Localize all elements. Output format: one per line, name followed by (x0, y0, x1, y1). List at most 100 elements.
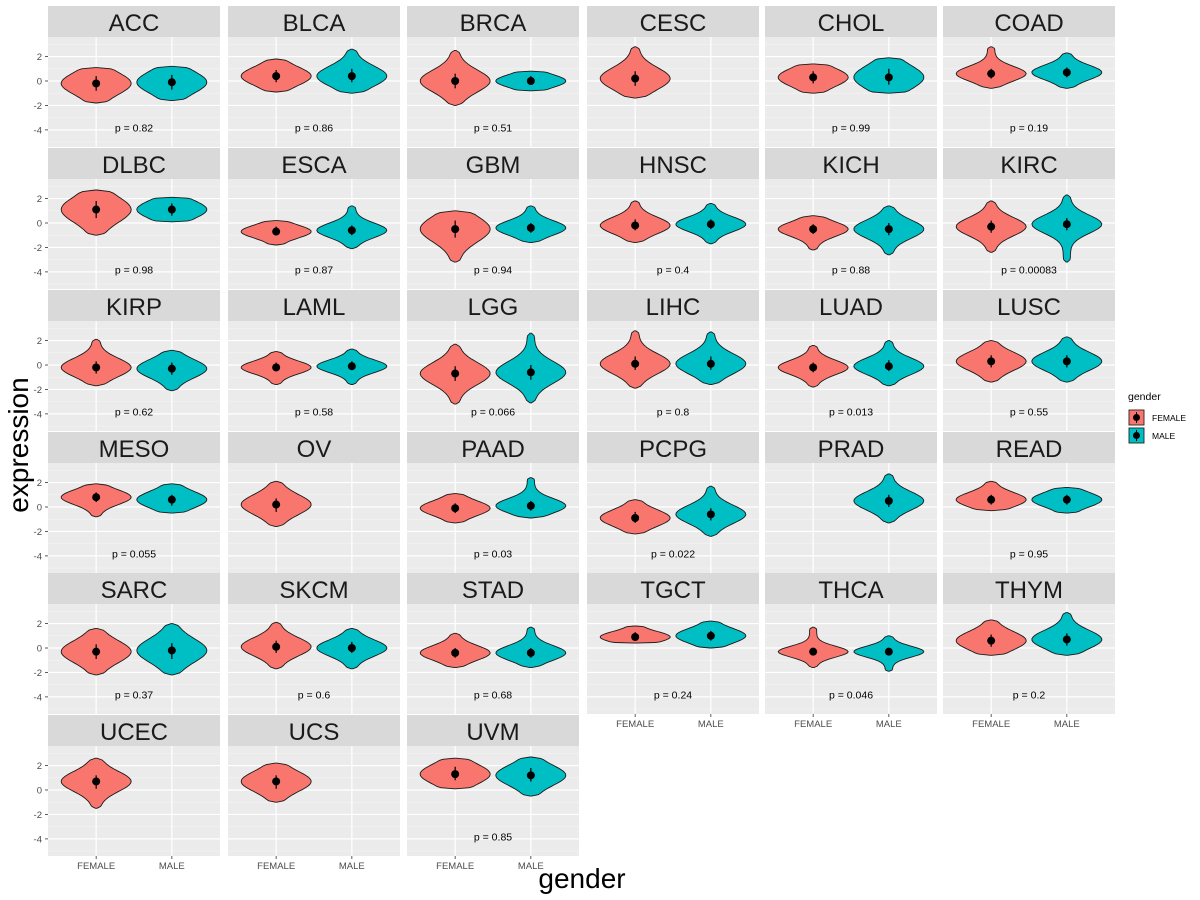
median-point (631, 74, 640, 83)
facet-strip (228, 715, 400, 746)
facet-title: READ (996, 436, 1063, 463)
y-tick-label: 2 (37, 761, 42, 772)
median-point (451, 504, 460, 513)
facet-coad: COAD p = 0.19 (943, 6, 1115, 147)
y-tick-label: 0 (37, 786, 42, 797)
y-tick-label: 0 (37, 644, 42, 655)
y-tick-label: -2 (34, 668, 42, 679)
x-tick-label: FEMALE (972, 719, 1010, 730)
legend-label: FEMALE (1152, 413, 1186, 423)
violin-female (955, 46, 1027, 89)
facet-title: LAML (283, 294, 346, 321)
y-tick-label: -4 (34, 551, 42, 562)
x-tick-label: MALE (518, 861, 544, 872)
y-tick-label: 0 (37, 503, 42, 514)
facet-strip (407, 573, 579, 604)
facet-dlbc: DLBC 2 0 -2 -4 p = 0.98 (34, 148, 220, 289)
facet-panel-bg (228, 321, 400, 431)
facet-kich: KICH p = 0.88 (765, 148, 937, 289)
median-point (631, 514, 640, 522)
facet-strip (228, 432, 400, 463)
facet-ucec: UCEC 2 0 -2 -4 FEMALE MALE (34, 715, 220, 872)
facet-blca: BLCA p = 0.86 (228, 6, 400, 147)
facet-title: UCS (289, 719, 340, 746)
median-point (347, 644, 356, 652)
facet-strip (48, 715, 220, 746)
median-point (526, 223, 535, 232)
p-value-label: p = 0.00083 (1001, 264, 1057, 276)
y-tick-label: -4 (34, 692, 42, 703)
p-value-label: p = 0.055 (112, 548, 156, 560)
facet-title: ESCA (281, 152, 346, 179)
median-point (809, 647, 818, 656)
facet-strip (228, 6, 400, 37)
facet-strip (587, 148, 759, 179)
x-tick-label: FEMALE (616, 719, 654, 730)
facet-panel-bg (765, 463, 937, 573)
facet-strip (587, 6, 759, 37)
facet-cesc: CESC (587, 6, 759, 147)
median-point (167, 78, 176, 87)
facet-panel-bg (587, 321, 759, 431)
median-point (884, 73, 893, 82)
facet-title: UCEC (100, 719, 168, 746)
facet-strip (407, 715, 579, 746)
median-point (451, 770, 460, 779)
median-point (987, 222, 996, 231)
facet-strip (48, 573, 220, 604)
facet-laml: LAML p = 0.58 (228, 290, 400, 431)
x-tick-label: MALE (159, 861, 185, 872)
p-value-label: p = 0.51 (474, 122, 512, 134)
x-tick-label: FEMALE (77, 861, 115, 872)
median-point (92, 363, 101, 372)
median-point (272, 227, 281, 236)
p-value-label: p = 0.88 (832, 264, 870, 276)
y-axis-title: expression (3, 377, 34, 512)
x-tick-label: MALE (1054, 719, 1080, 730)
x-tick-label: FEMALE (257, 861, 295, 872)
legend-title: gender (1128, 391, 1161, 403)
facet-panel-bg (407, 463, 579, 573)
facet-strip (765, 573, 937, 604)
y-tick-label: 0 (37, 77, 42, 88)
median-point (347, 362, 356, 371)
median-point (706, 631, 715, 640)
facet-title: GBM (466, 152, 521, 179)
y-tick-label: 0 (37, 361, 42, 372)
p-value-label: p = 0.24 (654, 689, 692, 701)
facet-title: UVM (466, 719, 519, 746)
legend-item-female: FEMALE (1128, 409, 1186, 426)
facet-stad: STAD p = 0.68 (407, 573, 579, 714)
facet-panel-bg (228, 37, 400, 147)
median-point (451, 648, 460, 657)
median-point (167, 646, 176, 655)
y-tick-label: -4 (34, 409, 42, 420)
y-tick-label: -4 (34, 834, 42, 845)
facet-strip (48, 6, 220, 37)
median-point (987, 69, 996, 78)
median-point (987, 495, 996, 504)
facet-strip (943, 148, 1115, 179)
median-point (884, 496, 893, 505)
p-value-label: p = 0.55 (1010, 406, 1048, 418)
median-point (167, 364, 176, 373)
x-tick-label: MALE (876, 719, 902, 730)
facet-strip (48, 290, 220, 321)
facet-panel-bg (228, 604, 400, 714)
median-point (526, 77, 535, 85)
facet-lusc: LUSC p = 0.55 (943, 290, 1115, 431)
facet-panel-bg (228, 746, 400, 856)
facet-title: SARC (101, 577, 168, 604)
y-tick-label: 2 (37, 194, 42, 205)
facet-title: DLBC (102, 152, 166, 179)
violin-male (495, 477, 567, 519)
median-point (706, 220, 715, 229)
y-tick-label: -2 (34, 385, 42, 396)
facet-strip (943, 290, 1115, 321)
median-point (347, 72, 356, 81)
facet-panel-bg (48, 463, 220, 573)
median-point (809, 225, 818, 234)
facet-strip (407, 6, 579, 37)
y-tick-label: 2 (37, 336, 42, 347)
